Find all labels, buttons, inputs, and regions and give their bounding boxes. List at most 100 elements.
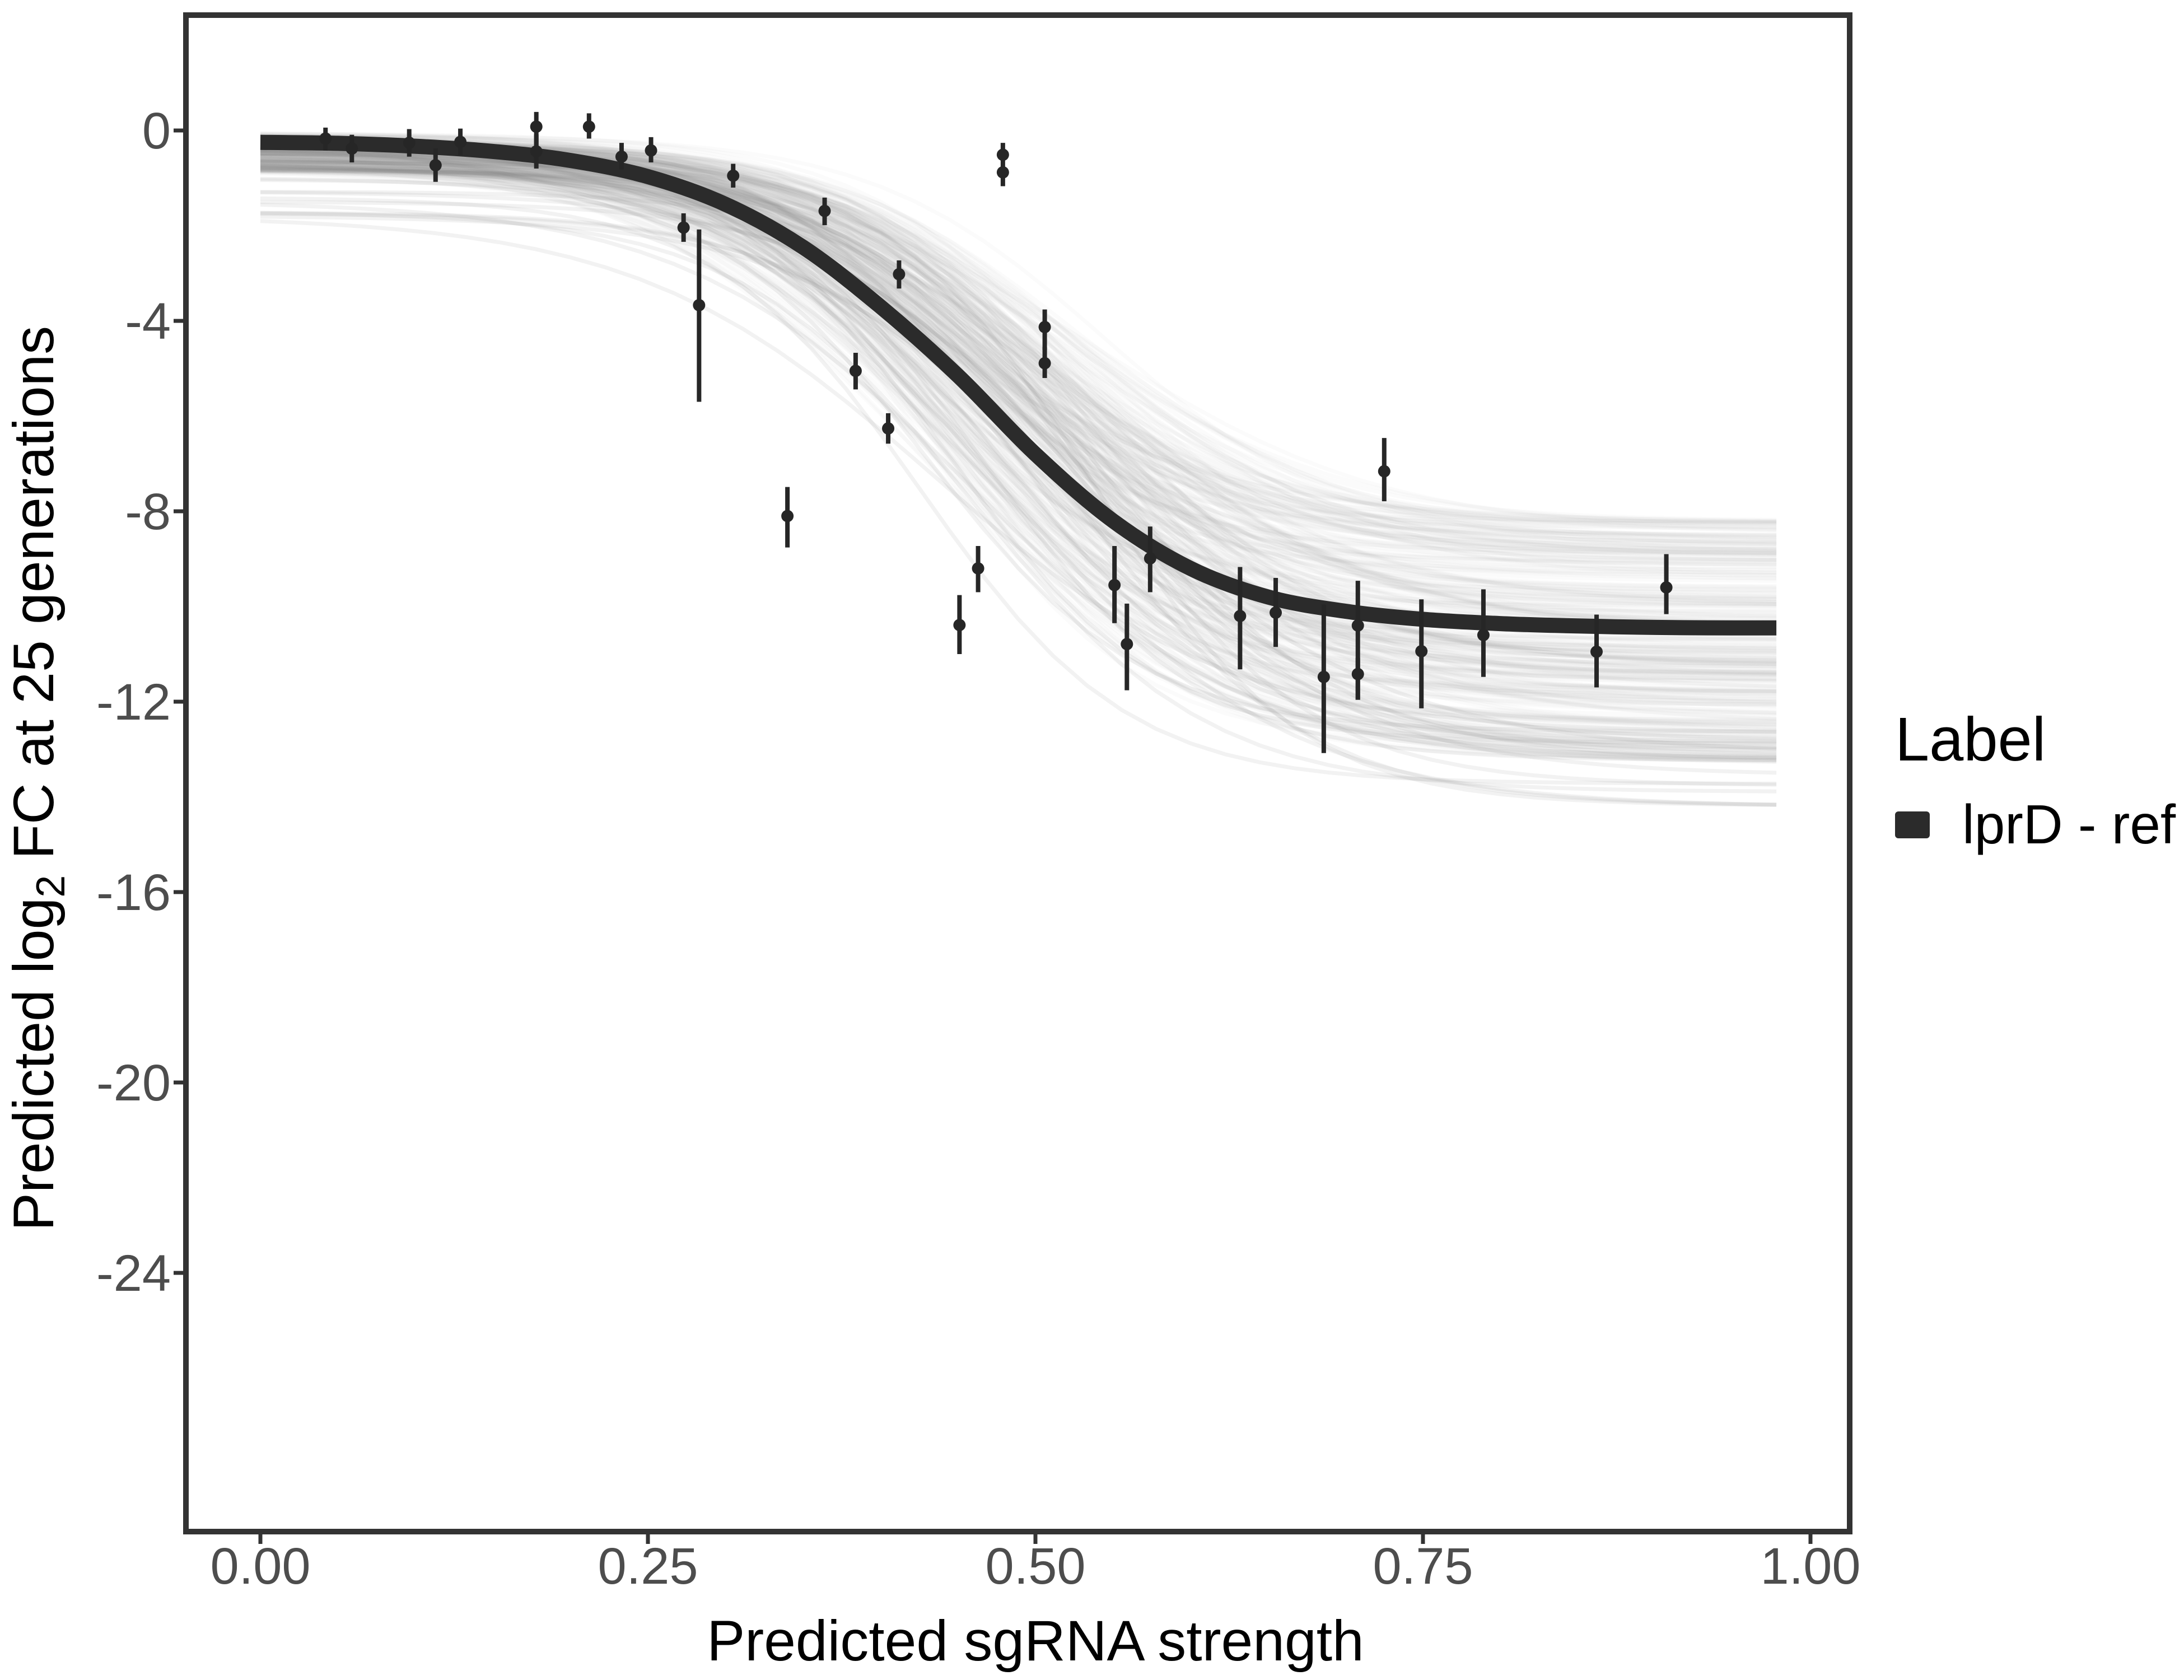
posterior-draw-line <box>260 190 1777 787</box>
posterior-draw-line <box>260 211 1777 744</box>
posterior-draw-line <box>260 165 1777 751</box>
point-marker <box>882 422 895 435</box>
y-tick-label: -16 <box>96 864 171 921</box>
data-point <box>346 134 358 162</box>
data-point <box>882 413 895 444</box>
x-axis: 0.00 0.25 0.50 0.75 1.00 <box>210 1534 1861 1595</box>
point-marker <box>1108 578 1121 591</box>
y-tick-label: 0 <box>142 102 171 160</box>
data-point <box>403 129 416 157</box>
point-marker <box>1270 606 1282 619</box>
point-marker <box>530 120 543 133</box>
y-tick-label: -24 <box>96 1245 171 1302</box>
point-marker <box>893 268 906 281</box>
data-point <box>953 595 966 654</box>
posterior-draw-line <box>260 176 1777 734</box>
point-marker <box>1121 638 1133 651</box>
fit-curve-layer <box>260 134 1777 636</box>
x-tick-label: 0.00 <box>210 1538 310 1595</box>
x-axis-title: Predicted sgRNA strength <box>707 1609 1364 1673</box>
posterior-draw-line <box>260 211 1777 794</box>
data-point <box>1234 567 1247 670</box>
point-marker <box>403 137 416 150</box>
point-marker <box>1144 552 1156 565</box>
point-marker <box>1378 465 1390 478</box>
point-marker <box>319 132 332 145</box>
posterior-draw-curves <box>260 161 1777 807</box>
data-point <box>645 137 657 162</box>
point-marker <box>693 298 706 311</box>
posterior-draw-line <box>260 219 1777 734</box>
data-point <box>1590 614 1603 688</box>
data-point <box>693 229 706 402</box>
data-point <box>530 134 543 169</box>
point-marker <box>727 169 740 182</box>
point-marker <box>996 166 1009 179</box>
data-point <box>1415 599 1428 708</box>
data-point <box>1270 578 1282 647</box>
panel-border <box>183 12 1852 1534</box>
point-marker <box>454 136 467 148</box>
point-marker <box>582 120 595 133</box>
y-axis: 0 -4 -8 -12 -16 -20 -24 <box>96 102 183 1302</box>
point-marker <box>996 148 1009 161</box>
posterior-draw-line <box>260 164 1777 807</box>
y-tick-label: -20 <box>96 1054 171 1112</box>
posterior-draw-line <box>260 190 1777 775</box>
point-marker <box>530 145 543 158</box>
point-marker <box>1038 357 1051 370</box>
y-tick-label: -12 <box>96 674 171 731</box>
point-marker <box>677 221 690 234</box>
point-marker <box>1234 610 1247 622</box>
point-marker <box>1317 670 1330 683</box>
data-point <box>1317 604 1330 753</box>
data-point <box>1038 347 1051 378</box>
posterior-draw-line <box>260 200 1777 806</box>
data-point <box>1378 438 1390 502</box>
data-point <box>727 164 740 188</box>
point-marker <box>1038 321 1051 334</box>
data-point <box>1144 526 1156 592</box>
posterior-draw-line <box>260 167 1777 741</box>
posterior-draw-line <box>260 165 1777 762</box>
legend-title: Label <box>1895 705 2046 774</box>
point-marker <box>1351 668 1364 680</box>
data-point <box>996 165 1009 186</box>
posterior-draw-line <box>260 203 1777 764</box>
data-points-layer <box>319 111 1673 753</box>
posterior-draw-line <box>260 167 1777 760</box>
data-point <box>893 260 906 289</box>
point-marker <box>1477 629 1490 641</box>
point-marker <box>346 142 358 155</box>
posterior-draw-line <box>260 212 1777 759</box>
point-marker <box>1351 619 1364 632</box>
data-point <box>319 127 332 151</box>
data-point <box>1477 589 1490 677</box>
y-axis-title: Predicted log2 FC at 25 generations <box>2 326 73 1231</box>
x-tick-label: 1.00 <box>1760 1538 1860 1595</box>
data-point <box>1121 603 1133 690</box>
data-point <box>849 352 862 390</box>
point-marker <box>645 144 657 157</box>
data-point <box>1660 554 1673 614</box>
x-tick-label: 0.25 <box>598 1538 698 1595</box>
posterior-draw-line <box>260 196 1777 786</box>
data-point <box>1108 546 1121 623</box>
point-marker <box>781 510 794 522</box>
point-marker <box>615 150 628 163</box>
data-point <box>1351 657 1364 700</box>
y-tick-label: -8 <box>125 483 171 540</box>
point-marker <box>849 365 862 377</box>
data-point <box>996 143 1009 166</box>
posterior-draw-line <box>260 178 1777 745</box>
point-marker <box>1415 645 1428 657</box>
data-point <box>454 128 467 156</box>
data-point <box>972 546 984 592</box>
data-point <box>818 197 831 226</box>
y-tick-label: -4 <box>125 293 171 350</box>
data-point <box>582 113 595 139</box>
point-marker <box>1660 581 1673 594</box>
point-marker <box>972 562 984 575</box>
data-point <box>677 213 690 242</box>
data-point <box>429 148 442 182</box>
